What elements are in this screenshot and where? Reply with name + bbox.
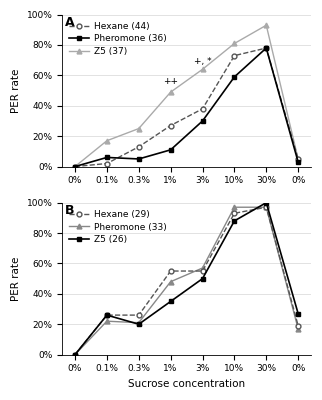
Hexane (29) [169, 269, 173, 274]
Hexane (44) [264, 46, 268, 50]
Z5 (26) [201, 276, 204, 281]
Pheromone (33) [296, 326, 300, 331]
Z5 (37) [169, 90, 173, 94]
Hexane (44) [105, 161, 109, 166]
Pheromone (33) [264, 205, 268, 210]
Legend: Hexane (29), Pheromone (33), Z5 (26): Hexane (29), Pheromone (33), Z5 (26) [67, 207, 169, 247]
Line: Z5 (26): Z5 (26) [72, 200, 300, 357]
Pheromone (33) [137, 320, 141, 325]
Y-axis label: PER rate: PER rate [11, 68, 21, 113]
Pheromone (36) [201, 118, 204, 123]
Pheromone (36) [264, 46, 268, 50]
Text: +, *: +, * [194, 57, 211, 66]
Z5 (37) [264, 23, 268, 28]
Y-axis label: PER rate: PER rate [11, 256, 21, 301]
Z5 (26) [137, 322, 141, 327]
Hexane (29) [232, 211, 236, 216]
Legend: Hexane (44), Pheromone (36), Z5 (37): Hexane (44), Pheromone (36), Z5 (37) [67, 19, 169, 59]
Text: A: A [65, 16, 74, 29]
Hexane (29) [201, 269, 204, 274]
Line: Hexane (44): Hexane (44) [72, 46, 300, 169]
Pheromone (33) [232, 205, 236, 210]
Pheromone (36) [232, 74, 236, 79]
Pheromone (36) [137, 156, 141, 161]
Line: Hexane (29): Hexane (29) [72, 205, 300, 357]
X-axis label: Sucrose concentration: Sucrose concentration [128, 379, 245, 389]
Pheromone (36) [105, 155, 109, 160]
Text: B: B [65, 204, 74, 217]
Pheromone (33) [105, 319, 109, 324]
Line: Z5 (37): Z5 (37) [72, 23, 300, 169]
Pheromone (33) [73, 352, 77, 357]
Hexane (44) [201, 106, 204, 111]
Z5 (26) [169, 299, 173, 304]
Hexane (29) [137, 313, 141, 318]
Z5 (26) [264, 200, 268, 205]
Pheromone (36) [169, 148, 173, 152]
Z5 (37) [137, 126, 141, 131]
Pheromone (36) [73, 164, 77, 169]
Hexane (44) [296, 156, 300, 161]
Hexane (44) [169, 123, 173, 128]
Hexane (44) [137, 144, 141, 149]
Pheromone (33) [201, 266, 204, 270]
Line: Pheromone (33): Pheromone (33) [72, 205, 300, 357]
Hexane (44) [232, 53, 236, 58]
Hexane (29) [105, 313, 109, 318]
Z5 (37) [232, 41, 236, 46]
Hexane (29) [296, 323, 300, 328]
Text: ++: ++ [163, 77, 178, 86]
Z5 (37) [201, 67, 204, 72]
Pheromone (33) [169, 279, 173, 284]
Z5 (37) [73, 164, 77, 169]
Hexane (29) [73, 352, 77, 357]
Z5 (37) [296, 156, 300, 161]
Z5 (37) [105, 138, 109, 143]
Z5 (26) [105, 313, 109, 318]
Pheromone (36) [296, 160, 300, 164]
Z5 (26) [232, 218, 236, 223]
Hexane (29) [264, 205, 268, 210]
Z5 (26) [73, 352, 77, 357]
Hexane (44) [73, 164, 77, 169]
Line: Pheromone (36): Pheromone (36) [72, 46, 300, 169]
Z5 (26) [296, 311, 300, 316]
